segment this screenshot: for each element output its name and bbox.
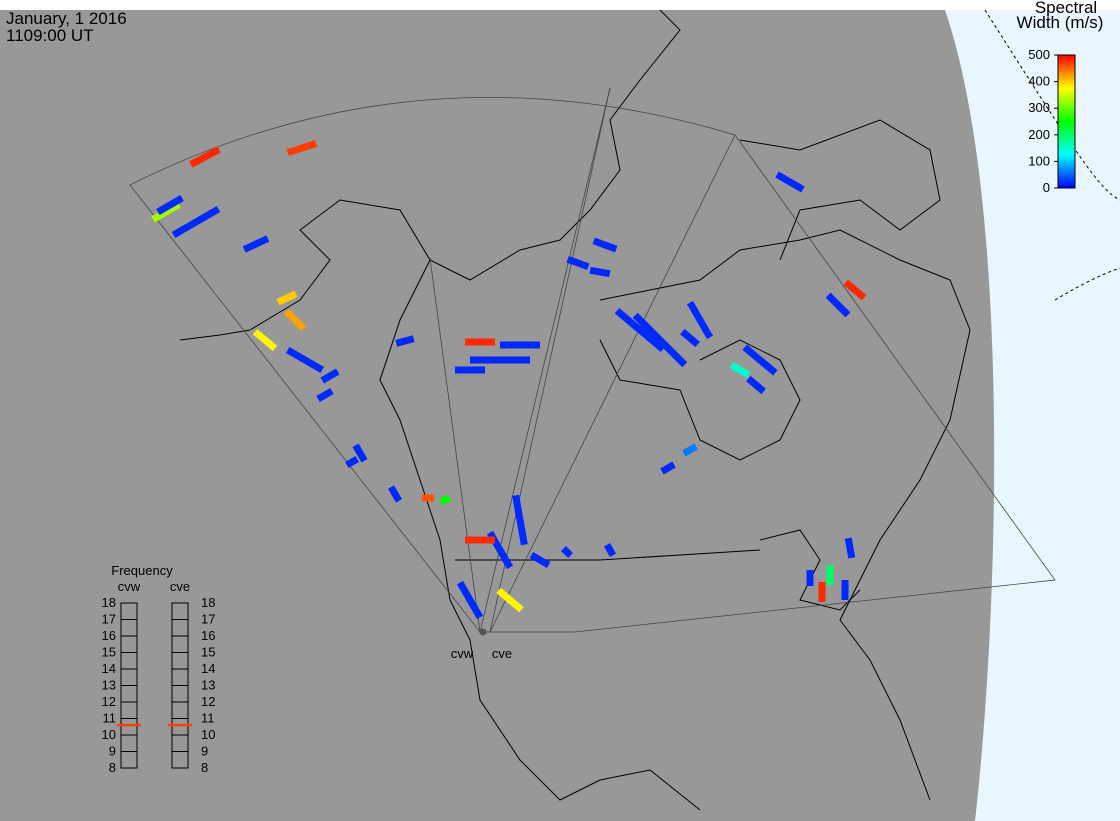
- cell: [395, 335, 415, 347]
- cell: [844, 537, 856, 559]
- cell: [470, 356, 530, 364]
- cell: [320, 368, 340, 384]
- radar-name: cvw: [118, 579, 141, 594]
- cell: [512, 494, 528, 546]
- cell: [345, 455, 359, 469]
- date: January, 1 2016: [6, 9, 127, 28]
- cell: [171, 205, 221, 239]
- cell: [560, 545, 574, 559]
- colorbar: [1057, 54, 1076, 189]
- cell: [500, 341, 540, 349]
- cell: [841, 580, 849, 600]
- cell: [285, 346, 325, 374]
- cell: [660, 461, 676, 475]
- cell: [156, 194, 184, 216]
- colorbar-ticks: 0 100 200 300 400 500: [1028, 47, 1058, 195]
- colorbar-tick-label: 0: [1043, 180, 1050, 195]
- cell: [603, 543, 617, 557]
- cell: [189, 146, 221, 168]
- colorbar-tick-label: 200: [1028, 127, 1050, 142]
- cell: [632, 312, 688, 368]
- cell: [742, 344, 778, 376]
- frequency-tick-label: 18: [201, 595, 215, 610]
- time: 1109:00 UT: [6, 26, 94, 45]
- cell: [680, 328, 700, 348]
- cell: [284, 309, 306, 331]
- cell: [529, 551, 551, 569]
- frequency-tick-label: 8: [109, 760, 116, 775]
- colorbar-tick-label: 500: [1028, 47, 1050, 62]
- frequency-tick-label: 8: [201, 760, 208, 775]
- cell: [729, 361, 751, 379]
- cell: [496, 587, 524, 613]
- radar-name: cve: [170, 579, 190, 594]
- cell: [775, 171, 805, 193]
- cell: [316, 387, 334, 403]
- cell: [592, 237, 618, 253]
- cell: [806, 570, 814, 586]
- frequency-tick-label: 12: [201, 694, 215, 709]
- frequency-tick-label: 10: [102, 727, 116, 742]
- frequency-tick-label: 12: [102, 694, 116, 709]
- cell: [465, 338, 495, 346]
- cell: [746, 375, 766, 395]
- cell: [455, 366, 485, 374]
- cell: [843, 279, 867, 301]
- cell: [252, 328, 278, 352]
- frequency-tick-label: 17: [102, 612, 116, 627]
- cell: [465, 536, 495, 544]
- cell: [686, 300, 714, 340]
- lat-circle: [984, 9, 1120, 201]
- site-label: cve: [492, 646, 512, 661]
- colorbar-title: Width (m/s): [1017, 13, 1104, 32]
- cell: [276, 290, 298, 306]
- frequency-tick-label: 10: [201, 727, 215, 742]
- frequency-tick-label: 17: [201, 612, 215, 627]
- cell: [589, 266, 611, 278]
- frequency-tick-label: 16: [201, 628, 215, 643]
- colorbar-tick-label: 100: [1028, 153, 1050, 168]
- colorbar-tick-label: 400: [1028, 74, 1050, 89]
- cell: [614, 308, 666, 352]
- outer-region: [945, 10, 1120, 821]
- cell: [387, 485, 403, 503]
- frequency-tick-label: 9: [109, 744, 116, 759]
- cell: [352, 443, 368, 463]
- cell: [826, 565, 834, 585]
- cell: [286, 140, 318, 156]
- radar-site: [479, 628, 487, 636]
- frequency-tick-label: 11: [103, 711, 117, 726]
- cell: [682, 443, 698, 457]
- frequency-panel: cvw89101112131415161718cve89101112131415…: [102, 579, 216, 775]
- cell: [242, 235, 270, 253]
- frequency-title: Frequency: [111, 563, 173, 578]
- frequency-tick-label: 11: [201, 711, 215, 726]
- lat-circle: [1054, 267, 1120, 301]
- cell: [818, 582, 826, 602]
- frequency-tick-label: 14: [102, 661, 116, 676]
- cell: [439, 495, 451, 505]
- frequency-tick-label: 14: [201, 661, 215, 676]
- land-sea: [0, 10, 1120, 821]
- site-label: cvw: [451, 646, 474, 661]
- cell: [825, 292, 851, 318]
- colorbar-title: Spectral: [1035, 0, 1097, 17]
- cell: [422, 494, 434, 502]
- frequency-tick-label: 15: [102, 645, 116, 660]
- fields-of-view: [129, 87, 1056, 633]
- frequency-tick-label: 13: [201, 678, 215, 693]
- frequency-tick-label: 15: [201, 645, 215, 660]
- frequency-tick-label: 9: [201, 744, 208, 759]
- cell: [456, 580, 484, 620]
- scatter-cells: [151, 140, 867, 620]
- frequency-tick-label: 13: [102, 678, 116, 693]
- cell: [566, 255, 590, 271]
- frequency-tick-label: 16: [102, 628, 116, 643]
- colorbar-tick-label: 300: [1028, 100, 1050, 115]
- frequency-tick-label: 18: [102, 595, 116, 610]
